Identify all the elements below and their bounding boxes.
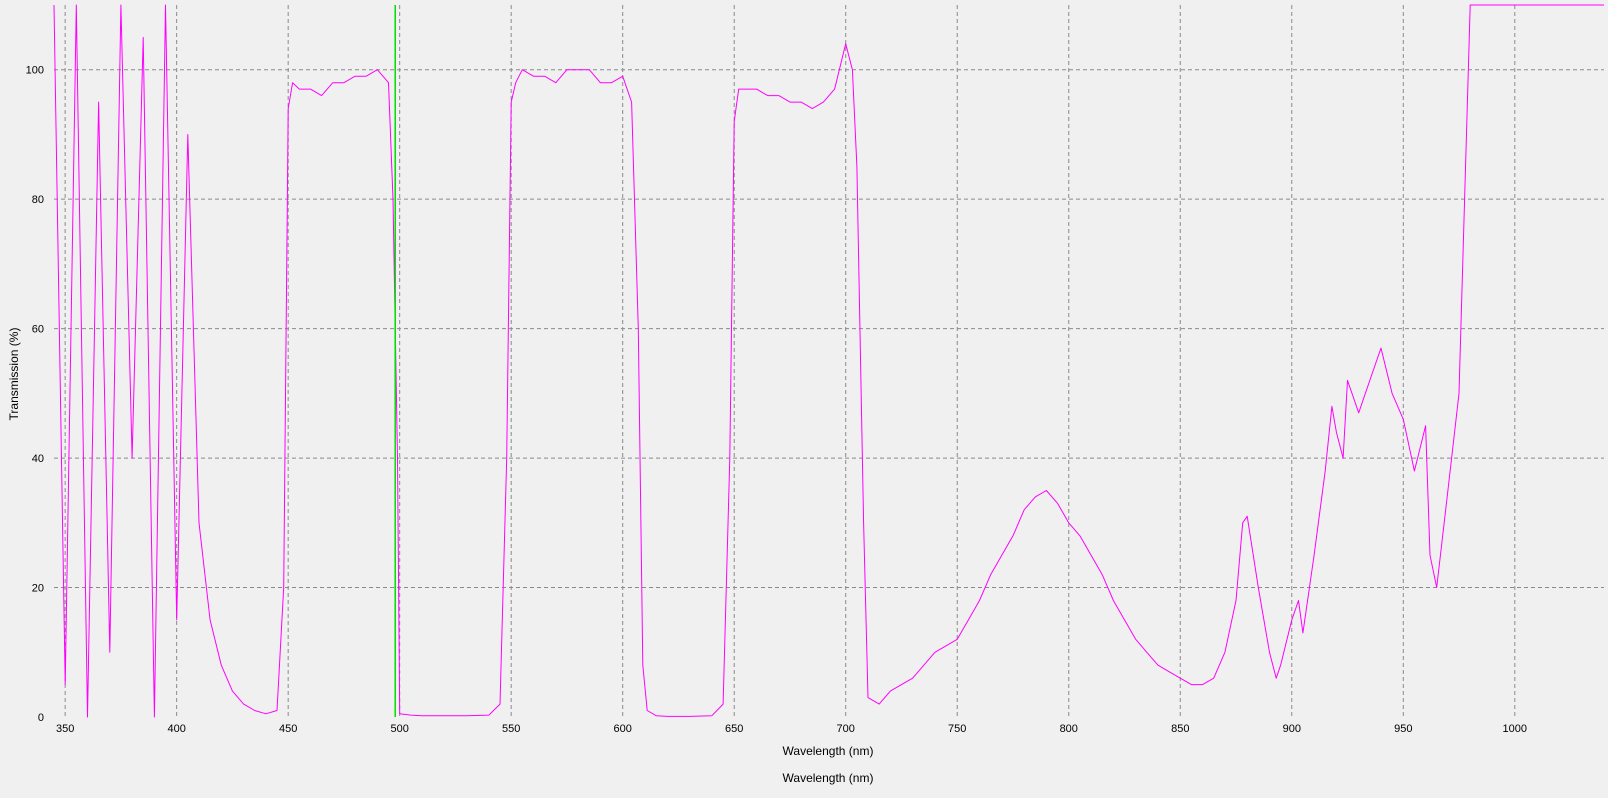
x-tick-label: 900 bbox=[1283, 723, 1301, 735]
plot-area bbox=[54, 5, 1604, 717]
y-tick-label: 0 bbox=[38, 712, 44, 724]
x-tick-label: 500 bbox=[391, 723, 409, 735]
x-tick-label: 600 bbox=[614, 723, 632, 735]
series-layer bbox=[53, 4, 1604, 718]
x-tick-label: 850 bbox=[1171, 723, 1189, 735]
tick-labels: 350 400 450 500 550 600 650 700 750 800 850 900 950 1… bbox=[26, 65, 1527, 735]
x-axis-label-secondary: Wavelength (nm) bbox=[783, 771, 874, 785]
x-tick-label: 400 bbox=[167, 723, 185, 735]
x-tick-label: 350 bbox=[56, 723, 74, 735]
x-tick-label: 700 bbox=[837, 723, 855, 735]
y-tick-label: 100 bbox=[26, 65, 44, 77]
y-tick-label: 80 bbox=[32, 194, 44, 206]
x-tick-label: 950 bbox=[1394, 723, 1412, 735]
x-tick-label: 450 bbox=[279, 723, 297, 735]
x-axis-label: Wavelength (nm) bbox=[783, 744, 874, 758]
y-tick-label: 60 bbox=[32, 324, 44, 336]
x-tick-label: 650 bbox=[725, 723, 743, 735]
x-tick-label: 1000 bbox=[1503, 723, 1527, 735]
series-line bbox=[53, 4, 1604, 718]
x-tick-label: 800 bbox=[1060, 723, 1078, 735]
x-tick-label: 550 bbox=[502, 723, 520, 735]
x-tick-label: 750 bbox=[948, 723, 966, 735]
y-axis-label: Transmission (%) bbox=[7, 328, 21, 421]
y-tick-label: 20 bbox=[32, 583, 44, 595]
grid-lines bbox=[54, 5, 1604, 717]
y-tick-label: 40 bbox=[32, 453, 44, 465]
